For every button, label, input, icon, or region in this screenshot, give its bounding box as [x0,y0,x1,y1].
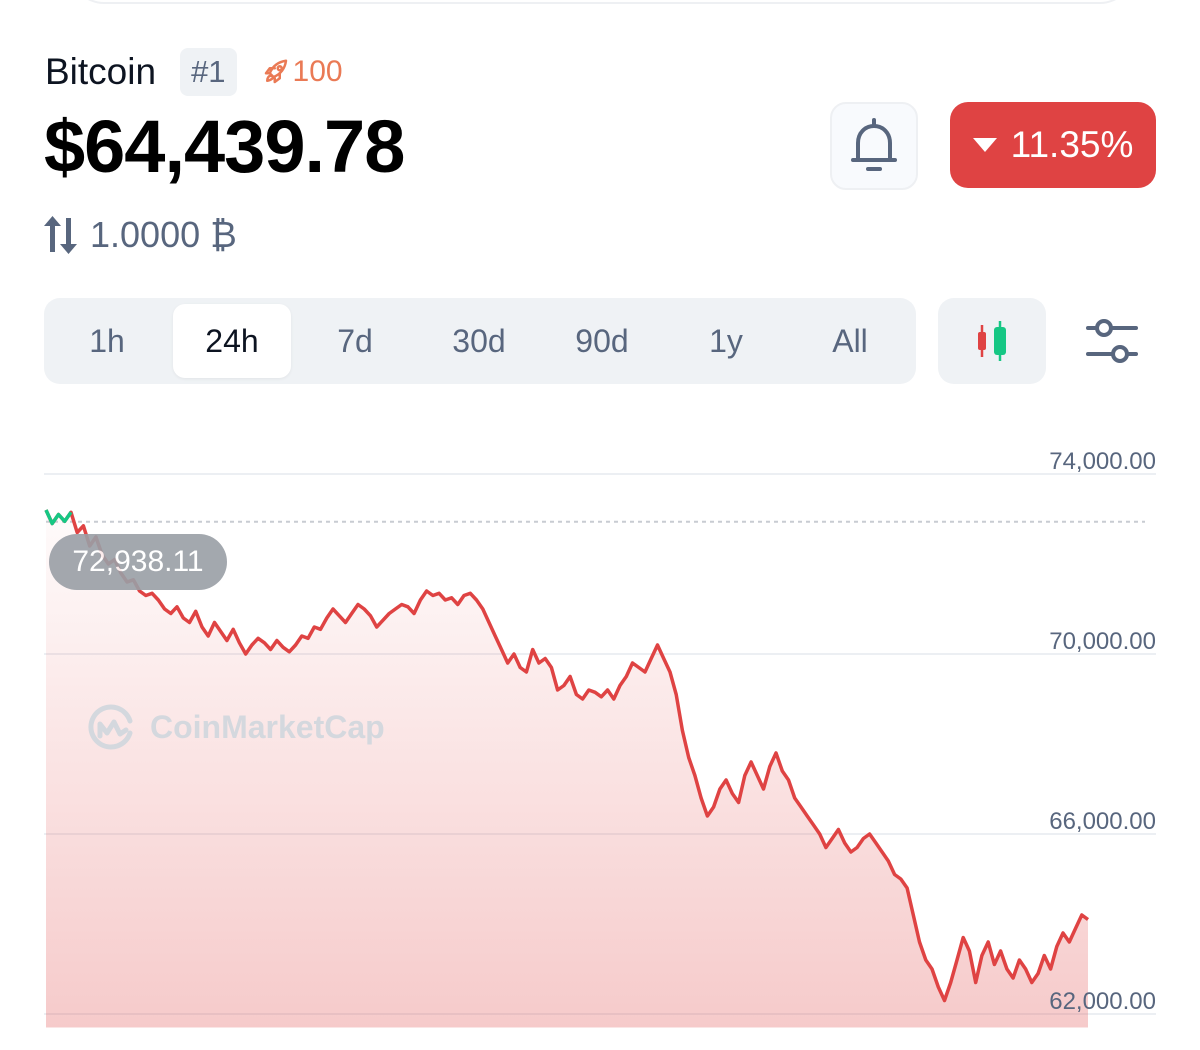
y-tick-label: 74,000.00 [1049,448,1156,475]
watermark: CoinMarketCap [86,702,385,752]
candlestick-icon [978,321,1006,361]
sliders-icon[interactable] [1084,316,1140,366]
coin-name: Bitcoin [45,51,157,92]
swap-arrows-icon [44,216,77,254]
tab-1y[interactable]: 1y [709,322,743,359]
conversion-row[interactable]: 1.0000 ₿ [44,214,237,256]
timeframe-tabs: 1h 24h 7d 30d 90d 1y All [44,298,916,384]
rank-badge: #1 [180,48,237,96]
coinmarketcap-logo [88,704,133,750]
price-chart[interactable]: 74,000.00 70,000.00 66,000.00 62,000.00 [0,400,1200,1045]
coin-header: Bitcoin #1 100 [45,48,343,96]
price-chart-svg [44,473,1156,1028]
coin-price: $64,439.78 [44,105,405,188]
watchlist-count[interactable]: 100 [261,55,343,89]
price-change-badge[interactable]: 11.35% [950,102,1156,188]
tab-7d[interactable]: 7d [337,322,373,359]
price-alert-button[interactable] [830,102,918,190]
bell-icon [851,118,897,171]
tab-24h[interactable]: 24h [173,304,291,378]
price-line [44,509,1090,1003]
reference-price-label: 72,938.11 [49,534,227,590]
candlestick-toggle[interactable] [938,298,1046,384]
tab-1h[interactable]: 1h [89,322,125,359]
watermark-text: CoinMarketCap [150,708,385,745]
y-tick-label: 62,000.00 [1049,988,1156,1015]
watchlist-count-value: 100 [292,55,343,88]
conversion-value: 1.0000 ₿ [90,214,237,255]
caret-down-icon [972,138,997,152]
rocket-icon [264,59,287,84]
tab-all[interactable]: All [832,322,868,359]
y-tick-label: 66,000.00 [1049,808,1156,835]
tab-90d[interactable]: 90d [575,322,629,359]
price-line-up-segment [44,509,73,526]
price-change-value: 11.35% [1010,124,1134,165]
tab-30d[interactable]: 30d [452,322,506,359]
top-card-edge [70,0,1134,4]
y-tick-label: 70,000.00 [1049,628,1156,655]
